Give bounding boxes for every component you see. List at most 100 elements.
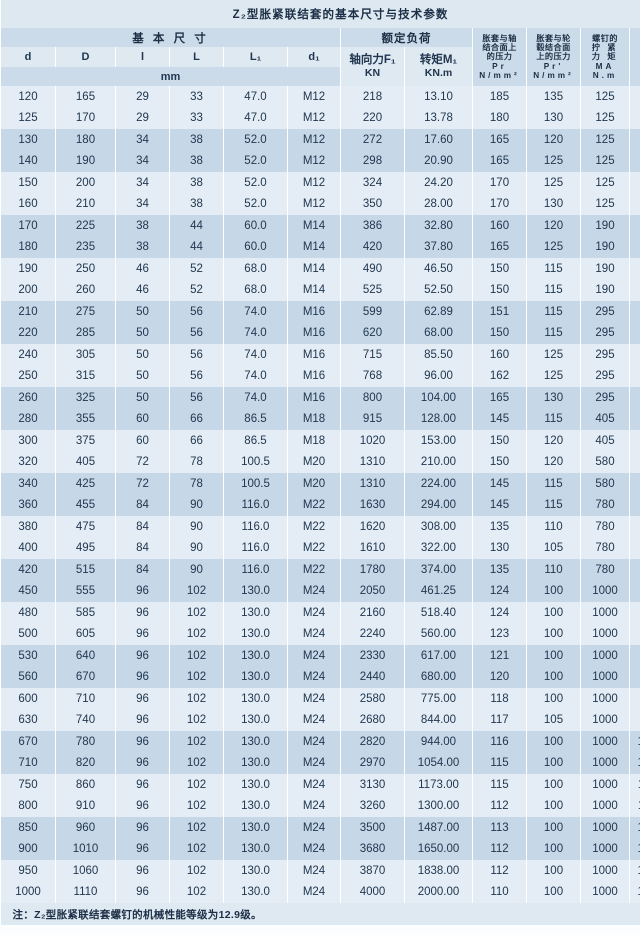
cell-Pr_prime: 100 xyxy=(527,882,581,904)
cell-Pr_prime: 120 xyxy=(527,430,581,452)
cell-Mt_KNm: 37.80 xyxy=(405,237,473,259)
cell-Ft_KN: 324 xyxy=(341,172,405,194)
cell-Pr_prime: 110 xyxy=(527,516,581,538)
cell-Ft_KN: 272 xyxy=(341,129,405,151)
cell-L: 56 xyxy=(170,344,224,366)
cell-L1: 52.0 xyxy=(224,129,288,151)
cell-L: 90 xyxy=(170,559,224,581)
cell-Ft_KN: 1310 xyxy=(341,452,405,474)
cell-MA_Nm: 1000 xyxy=(581,731,630,753)
cell-D: 605 xyxy=(56,624,116,646)
cell-MA_Nm: 1000 xyxy=(581,667,630,689)
cell-L1: 130.0 xyxy=(224,602,288,624)
cell-L1: 130.0 xyxy=(224,624,288,646)
cell-l: 96 xyxy=(116,710,170,732)
table-row: 3404257278100.5M201310224.0014511558031.… xyxy=(1,473,640,495)
cell-L: 44 xyxy=(170,237,224,259)
cell-L1: 130.0 xyxy=(224,817,288,839)
cell-Ft_KN: 2240 xyxy=(341,624,405,646)
cell-L: 102 xyxy=(170,645,224,667)
cell-mass_kg: 71.00 xyxy=(630,602,640,624)
cell-d: 360 xyxy=(1,495,56,517)
cell-Ft_KN: 525 xyxy=(341,280,405,302)
cell-L1: 116.0 xyxy=(224,516,288,538)
cell-l: 96 xyxy=(116,688,170,710)
cell-l: 96 xyxy=(116,731,170,753)
cell-Pr: 124 xyxy=(473,602,527,624)
cell-Pr_prime: 135 xyxy=(527,86,581,108)
cell-l: 96 xyxy=(116,839,170,861)
cell-L: 102 xyxy=(170,624,224,646)
cell-d1: M20 xyxy=(288,452,341,474)
cell-d: 480 xyxy=(1,602,56,624)
cell-d1: M16 xyxy=(288,323,341,345)
cell-L: 102 xyxy=(170,602,224,624)
cell-Ft_KN: 2160 xyxy=(341,602,405,624)
cell-d: 300 xyxy=(1,430,56,452)
cell-Mt_KNm: 17.60 xyxy=(405,129,473,151)
cell-D: 960 xyxy=(56,817,116,839)
cell-Pr_prime: 125 xyxy=(527,237,581,259)
header-col-l: l xyxy=(116,47,170,67)
cell-D: 515 xyxy=(56,559,116,581)
cell-D: 670 xyxy=(56,667,116,689)
cell-d: 710 xyxy=(1,753,56,775)
cell-MA_Nm: 1000 xyxy=(581,624,630,646)
cell-L1: 74.0 xyxy=(224,366,288,388)
cell-d1: M16 xyxy=(288,387,341,409)
cell-MA_Nm: 190 xyxy=(581,237,630,259)
cell-Pr: 150 xyxy=(473,280,527,302)
group-header-dimensions: 基 本 尺 寸 xyxy=(1,28,341,47)
cell-L: 102 xyxy=(170,774,224,796)
cell-d: 160 xyxy=(1,194,56,216)
cell-Ft_KN: 2970 xyxy=(341,753,405,775)
cell-L1: 130.0 xyxy=(224,753,288,775)
cell-d: 900 xyxy=(1,839,56,861)
cell-Pr: 118 xyxy=(473,688,527,710)
cell-d: 750 xyxy=(1,774,56,796)
cell-l: 50 xyxy=(116,323,170,345)
cell-mass_kg: 146.00 xyxy=(630,882,640,904)
header-torque-unit: KN.m xyxy=(405,67,472,80)
cell-Pr_prime: 100 xyxy=(527,581,581,603)
cell-d: 220 xyxy=(1,323,56,345)
cell-mass_kg: 2.35 xyxy=(630,86,640,108)
cell-MA_Nm: 1000 xyxy=(581,645,630,667)
cell-l: 96 xyxy=(116,796,170,818)
cell-Pr: 145 xyxy=(473,473,527,495)
cell-d: 670 xyxy=(1,731,56,753)
header-col-D: D xyxy=(56,47,116,67)
cell-d1: M24 xyxy=(288,645,341,667)
cell-Pr: 162 xyxy=(473,366,527,388)
cell-L: 66 xyxy=(170,409,224,431)
cell-L: 90 xyxy=(170,516,224,538)
cell-d: 1000 xyxy=(1,882,56,904)
cell-MA_Nm: 780 xyxy=(581,516,630,538)
group-header-rated-load: 额定负荷 xyxy=(341,28,473,47)
cell-Mt_KNm: 308.00 xyxy=(405,516,473,538)
cell-d1: M24 xyxy=(288,688,341,710)
cell-Pr: 112 xyxy=(473,860,527,882)
cell-Ft_KN: 800 xyxy=(341,387,405,409)
cell-mass_kg: 132.00 xyxy=(630,839,640,861)
table-row: 4004958490116.0M221610322.0013010578046.… xyxy=(1,538,640,560)
cell-L1: 130.0 xyxy=(224,581,288,603)
cell-L: 102 xyxy=(170,667,224,689)
cell-L: 38 xyxy=(170,194,224,216)
cell-Pr: 145 xyxy=(473,409,527,431)
table-note: 注：Z₂型胀紧联结套螺钉的机械性能等级为12.9级。 xyxy=(1,903,640,925)
header-col-d: d xyxy=(1,47,56,67)
cell-L1: 100.5 xyxy=(224,452,288,474)
cell-Pr_prime: 120 xyxy=(527,452,581,474)
cell-D: 640 xyxy=(56,645,116,667)
cell-L: 56 xyxy=(170,301,224,323)
cell-mass_kg: 3.51 xyxy=(630,129,640,151)
cell-mass_kg: 31.10 xyxy=(630,473,640,495)
cell-L: 52 xyxy=(170,258,224,280)
